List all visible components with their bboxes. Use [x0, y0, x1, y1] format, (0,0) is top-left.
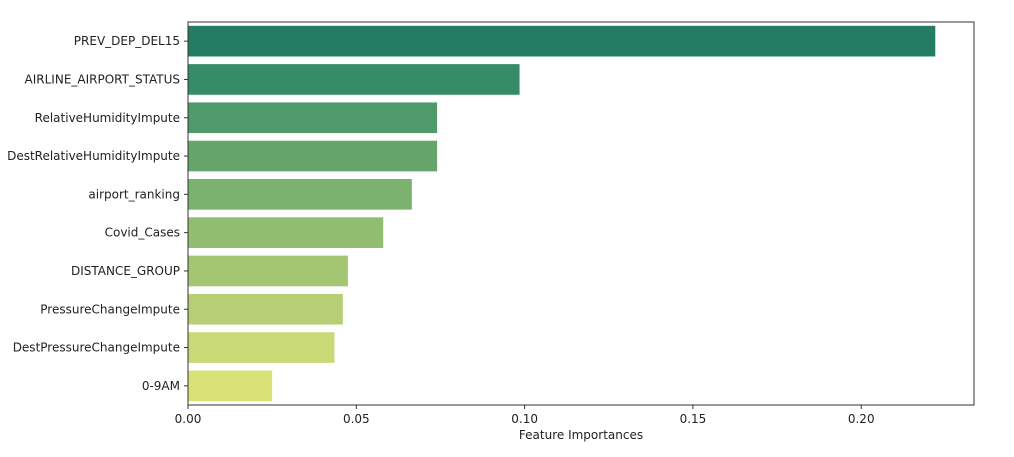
x-tick-label-2: 0.10: [511, 412, 538, 426]
bar-8: [188, 332, 335, 363]
bar-9: [188, 370, 273, 402]
bar-0: [188, 25, 936, 57]
bar-3: [188, 140, 438, 172]
y-tick-label-3: DestRelativeHumidityImpute: [7, 149, 180, 163]
y-tick-label-1: AIRLINE_AIRPORT_STATUS: [25, 72, 180, 86]
x-tick-label-3: 0.15: [680, 412, 707, 426]
y-tick-label-7: PressureChangeImpute: [40, 302, 180, 316]
y-tick-label-4: airport_ranking: [88, 187, 180, 201]
x-tick-label-4: 0.20: [848, 412, 875, 426]
bars-layer: [188, 25, 936, 402]
x-axis-label: Feature Importances: [519, 428, 643, 442]
y-tick-label-9: 0-9AM: [142, 379, 180, 393]
bar-1: [188, 64, 520, 95]
y-tick-label-0: PREV_DEP_DEL15: [74, 34, 180, 48]
x-tick-label-0: 0.00: [175, 412, 202, 426]
bar-6: [188, 255, 348, 287]
bar-4: [188, 179, 412, 210]
y-tick-label-2: RelativeHumidityImpute: [35, 111, 180, 125]
y-tick-label-6: DISTANCE_GROUP: [71, 264, 180, 278]
x-tick-label-1: 0.05: [343, 412, 370, 426]
y-axis-ticks: PREV_DEP_DEL15 AIRLINE_AIRPORT_STATUS Rela…: [7, 34, 188, 393]
y-tick-label-5: Covid_Cases: [105, 226, 180, 240]
bar-2: [188, 102, 438, 134]
y-tick-label-8: DestPressureChangeImpute: [13, 341, 180, 355]
bar-7: [188, 293, 343, 325]
x-axis-ticks: 0.00 0.05 0.10 0.15 0.20: [175, 405, 875, 426]
plot-frame: [187, 21, 975, 406]
bar-5: [188, 217, 384, 248]
